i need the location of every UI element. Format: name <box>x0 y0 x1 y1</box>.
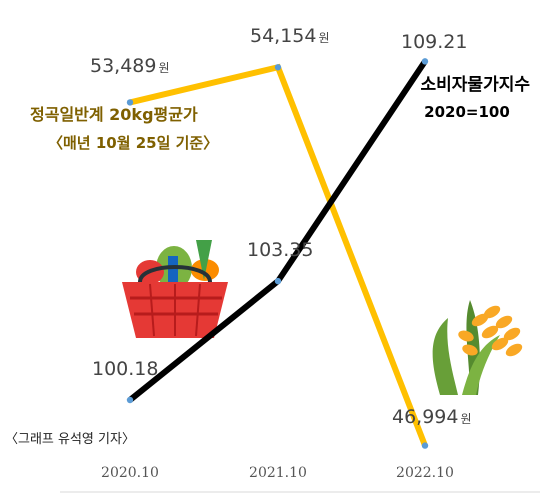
cpi-legend: 소비자물가지수 2020=100 <box>421 75 531 121</box>
cpi-value-label-0: 100.18 <box>92 358 158 380</box>
cpi-legend-note: 2020=100 <box>424 103 510 121</box>
rice-value-unit-1: 원 <box>318 31 329 45</box>
x-tick-label-0: 2020.10 <box>101 465 159 481</box>
credit-text: 〈그래프 유석영 기자〉 <box>5 432 135 447</box>
x-tick-label-2: 2022.10 <box>396 465 454 481</box>
rice-legend-title: 정곡일반계 20kg평균가 <box>30 105 198 124</box>
cpi-point-0 <box>126 396 134 404</box>
cpi-point-1 <box>274 277 282 285</box>
rice-value-unit-2: 원 <box>460 412 471 426</box>
x-axis: 2020.10 2021.10 2022.10 <box>101 465 454 481</box>
x-tick-label-1: 2021.10 <box>249 465 307 481</box>
rice-value-label-2: 46,994 원 <box>392 406 472 428</box>
cpi-value-label-2: 109.21 <box>401 31 467 53</box>
rice-point-1 <box>274 64 282 71</box>
rice-legend: 정곡일반계 20kg평균가 〈매년 10월 25일 기준〉 <box>30 105 218 152</box>
cpi-point-2 <box>421 58 429 65</box>
rice-value-unit-0: 원 <box>158 61 169 75</box>
grocery-basket-illustration <box>122 240 228 338</box>
rice-plant-illustration <box>432 300 523 395</box>
rice-value-label-0: 53,489 원 <box>90 55 170 77</box>
rice-legend-note: 〈매년 10월 25일 기준〉 <box>48 134 218 152</box>
cpi-value-label-1: 103.35 <box>247 239 313 261</box>
rice-value-label-1: 54,154 원 <box>250 25 330 47</box>
data-labels: 53,489 원 54,154 원 46,994 원 100.18 103.35 109.21 <box>90 25 472 428</box>
rice-point-2 <box>421 442 429 449</box>
series-markers <box>126 58 429 449</box>
rice-point-0 <box>126 99 134 106</box>
cpi-legend-title: 소비자물가지수 <box>421 75 531 95</box>
